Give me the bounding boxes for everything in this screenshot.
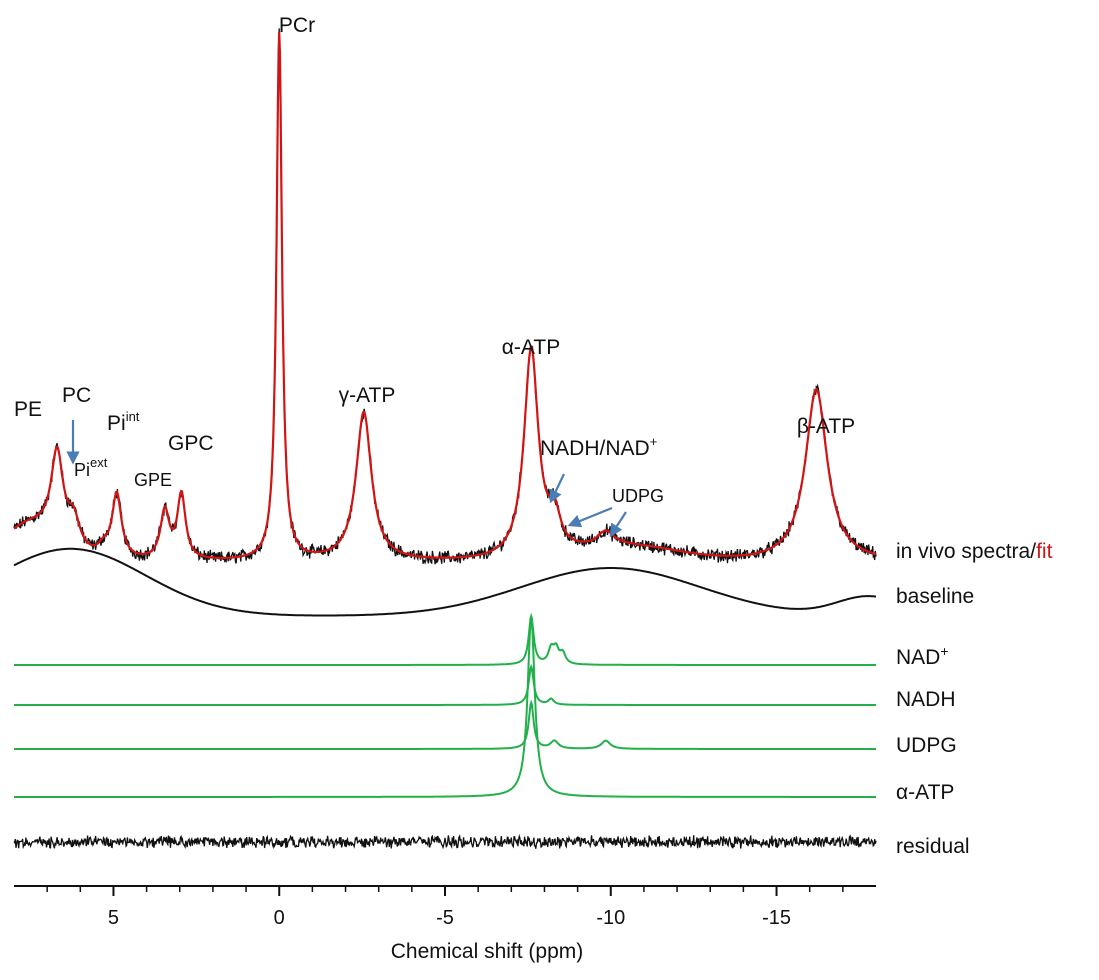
series-fit (13, 31, 877, 559)
trace-label-in-vivo-spectra: in vivo spectra/fit (896, 540, 1053, 563)
annotation-arrows-group (66, 420, 627, 538)
peak-label-text: NADH/NAD (540, 437, 650, 460)
arrow-nadh (549, 473, 565, 504)
peak-label-beta-atp: β-ATP (797, 415, 855, 438)
trace-label-nad-: NAD+ (896, 643, 949, 669)
peak-label-gamma-atp: γ-ATP (339, 384, 396, 407)
peak-labels-group: PEPCPiextPiintGPEGPCPCrγ-ATPα-ATPNADH/NA… (14, 14, 855, 506)
peak-label-pcr: PCr (279, 14, 315, 37)
series-residual (13, 833, 877, 850)
series-baseline (13, 547, 877, 617)
peak-label-text: Pi (107, 412, 126, 435)
peak-label-text: UDPG (612, 486, 664, 506)
peak-label-text: PC (62, 384, 91, 407)
trace-labels-group: in vivo spectra/fit baseline NAD+ NADH UDPG α… (896, 540, 1053, 858)
trace-label-baseline: baseline (896, 585, 974, 608)
peak-label-text: β-ATP (797, 415, 855, 438)
peak-label-superscript: ext (90, 455, 108, 470)
peak-label-pi-ext: Piext (74, 455, 108, 480)
fit-label: fit (1036, 540, 1053, 563)
x-axis: 5 0 -5 -10 -15 (14, 885, 876, 929)
x-tick-label: 5 (108, 907, 119, 929)
peak-label-pe: PE (14, 398, 42, 421)
series-alpha-atp (14, 616, 876, 798)
x-tick-label: -5 (436, 907, 454, 929)
trace-label-nadh: NADH (896, 688, 956, 711)
trace-label-udpg: UDPG (896, 734, 957, 757)
peak-label-superscript: + (650, 434, 658, 449)
peak-label-pc: PC (62, 384, 91, 407)
peak-label-text: PE (14, 398, 42, 421)
trace-label-alpha-atp: α-ATP (896, 781, 954, 804)
arrow-udpg-2 (609, 511, 627, 538)
trace-label-superscript: + (940, 643, 948, 659)
peak-label-text: γ-ATP (339, 384, 396, 407)
arrow-udpg-1 (567, 506, 613, 528)
x-tick-label: 0 (274, 907, 285, 929)
peak-label-text: PCr (279, 14, 315, 37)
x-tick-label: -15 (762, 907, 791, 929)
peak-label-text: GPE (134, 470, 172, 490)
peak-label-gpc: GPC (168, 432, 214, 455)
series-udpg (14, 699, 876, 750)
peak-label-nadh-nad-: NADH/NAD+ (540, 434, 657, 460)
peak-label-udpg: UDPG (612, 486, 664, 506)
x-axis-title: Chemical shift (ppm) (391, 940, 584, 963)
x-tick-label: -10 (596, 907, 625, 929)
peak-label-gpe: GPE (134, 470, 172, 490)
peak-label-pi-int: Piint (107, 409, 140, 435)
peak-label-text: Pi (74, 460, 90, 480)
peak-label-text: GPC (168, 432, 214, 455)
peak-label-text: α-ATP (502, 336, 560, 359)
trace-label-residual: residual (896, 835, 970, 858)
series-nadh (14, 664, 876, 706)
traces-group (13, 28, 877, 850)
peak-label-alpha-atp: α-ATP (502, 336, 560, 359)
series-nad- (14, 612, 876, 666)
peak-label-superscript: int (126, 409, 140, 424)
